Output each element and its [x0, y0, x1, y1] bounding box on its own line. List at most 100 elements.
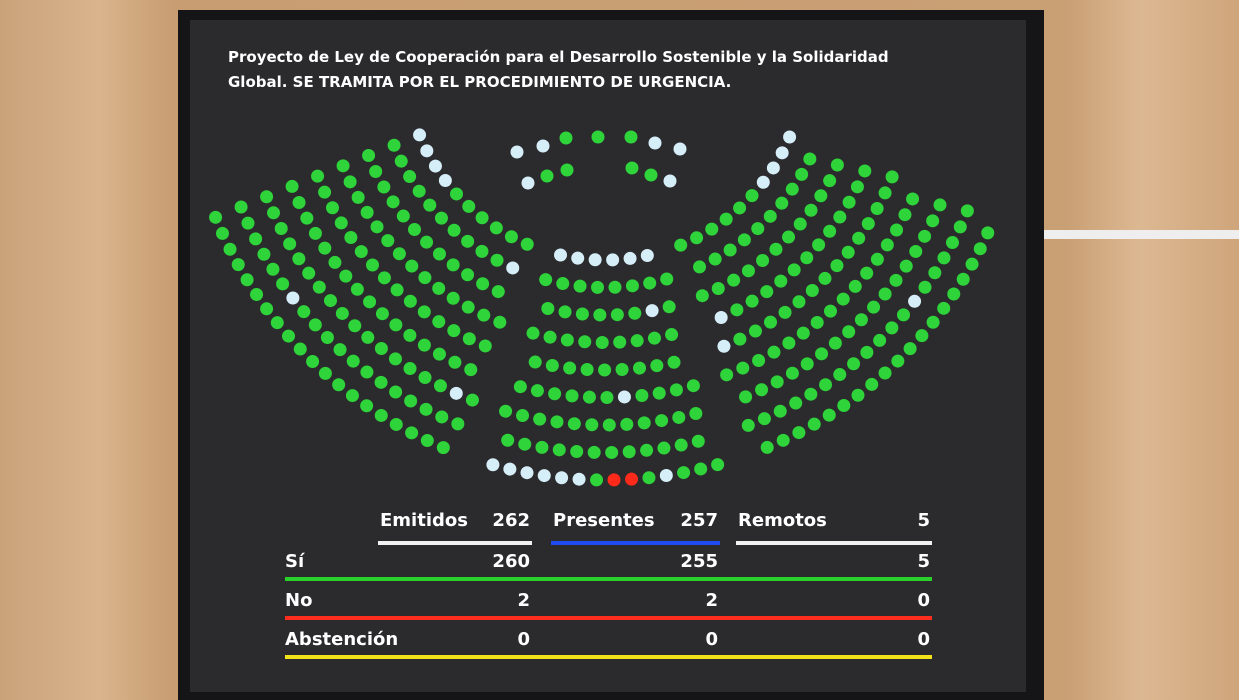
- seat: [592, 131, 605, 144]
- seat: [568, 417, 581, 430]
- seat: [377, 180, 390, 193]
- seat: [550, 415, 563, 428]
- seat: [583, 391, 596, 404]
- seat: [405, 260, 418, 273]
- seat: [529, 356, 542, 369]
- seat: [801, 357, 814, 370]
- seat: [712, 282, 725, 295]
- seat: [286, 180, 299, 193]
- seat: [275, 222, 288, 235]
- seat: [302, 267, 315, 280]
- seat: [606, 253, 619, 266]
- seat: [852, 389, 865, 402]
- seat: [849, 280, 862, 293]
- seat: [742, 419, 755, 432]
- seat: [814, 189, 827, 202]
- seat: [352, 191, 365, 204]
- row-value: 0: [850, 629, 930, 650]
- seat: [435, 212, 448, 225]
- seat: [418, 271, 431, 284]
- seat: [339, 270, 352, 283]
- seat: [687, 379, 700, 392]
- seat: [591, 281, 604, 294]
- seat: [858, 164, 871, 177]
- seat: [777, 434, 790, 447]
- seat: [461, 268, 474, 281]
- seat: [520, 466, 533, 479]
- header-value: 5: [850, 510, 930, 531]
- seat: [578, 335, 591, 348]
- seat: [541, 302, 554, 315]
- seat: [429, 160, 442, 173]
- seat: [928, 266, 941, 279]
- seat: [276, 277, 289, 290]
- seat: [563, 361, 576, 374]
- seat: [800, 251, 813, 264]
- seat: [464, 363, 477, 376]
- seat: [677, 466, 690, 479]
- seat: [879, 288, 892, 301]
- seat: [539, 273, 552, 286]
- seat: [376, 307, 389, 320]
- seat: [360, 366, 373, 379]
- seat: [643, 277, 656, 290]
- seat: [756, 254, 769, 267]
- seat: [250, 288, 263, 301]
- seat: [664, 175, 677, 188]
- seat: [611, 308, 624, 321]
- seat: [363, 295, 376, 308]
- seat: [842, 246, 855, 259]
- seat: [625, 473, 638, 486]
- seat: [355, 245, 368, 258]
- seat: [503, 463, 516, 476]
- seat: [590, 473, 603, 486]
- seat: [389, 386, 402, 399]
- seat: [450, 387, 463, 400]
- seat: [282, 330, 295, 343]
- seat: [879, 367, 892, 380]
- seat: [918, 230, 931, 243]
- seat: [546, 359, 559, 372]
- seat: [806, 284, 819, 297]
- seat: [715, 311, 728, 324]
- seat: [625, 131, 638, 144]
- seat: [556, 277, 569, 290]
- seat: [660, 469, 673, 482]
- seat: [694, 462, 707, 475]
- row-label: Abstención: [285, 629, 398, 650]
- seat: [421, 434, 434, 447]
- row-value: 0: [450, 629, 530, 650]
- seat: [649, 137, 662, 150]
- seat: [618, 390, 631, 403]
- seat: [862, 217, 875, 230]
- seat: [640, 444, 653, 457]
- seat: [451, 417, 464, 430]
- seat: [505, 230, 518, 243]
- seat: [588, 446, 601, 459]
- seat: [769, 243, 782, 256]
- seat: [561, 333, 574, 346]
- seat: [448, 224, 461, 237]
- seat: [309, 318, 322, 331]
- row-value: 2: [638, 590, 718, 611]
- seat: [815, 347, 828, 360]
- seat: [565, 389, 578, 402]
- seat: [232, 258, 245, 271]
- page: Proyecto de Ley de Cooperación para el D…: [0, 0, 1239, 692]
- seat: [389, 318, 402, 331]
- seat: [336, 307, 349, 320]
- seat: [447, 258, 460, 271]
- seat: [879, 186, 892, 199]
- seat: [711, 458, 724, 471]
- seat: [824, 305, 837, 318]
- seat: [642, 471, 655, 484]
- seat: [559, 305, 572, 318]
- seat: [631, 334, 644, 347]
- seat: [761, 441, 774, 454]
- seat: [209, 211, 222, 224]
- seat: [808, 418, 821, 431]
- seat: [804, 388, 817, 401]
- seat: [926, 214, 939, 227]
- seat: [466, 394, 479, 407]
- seat: [432, 315, 445, 328]
